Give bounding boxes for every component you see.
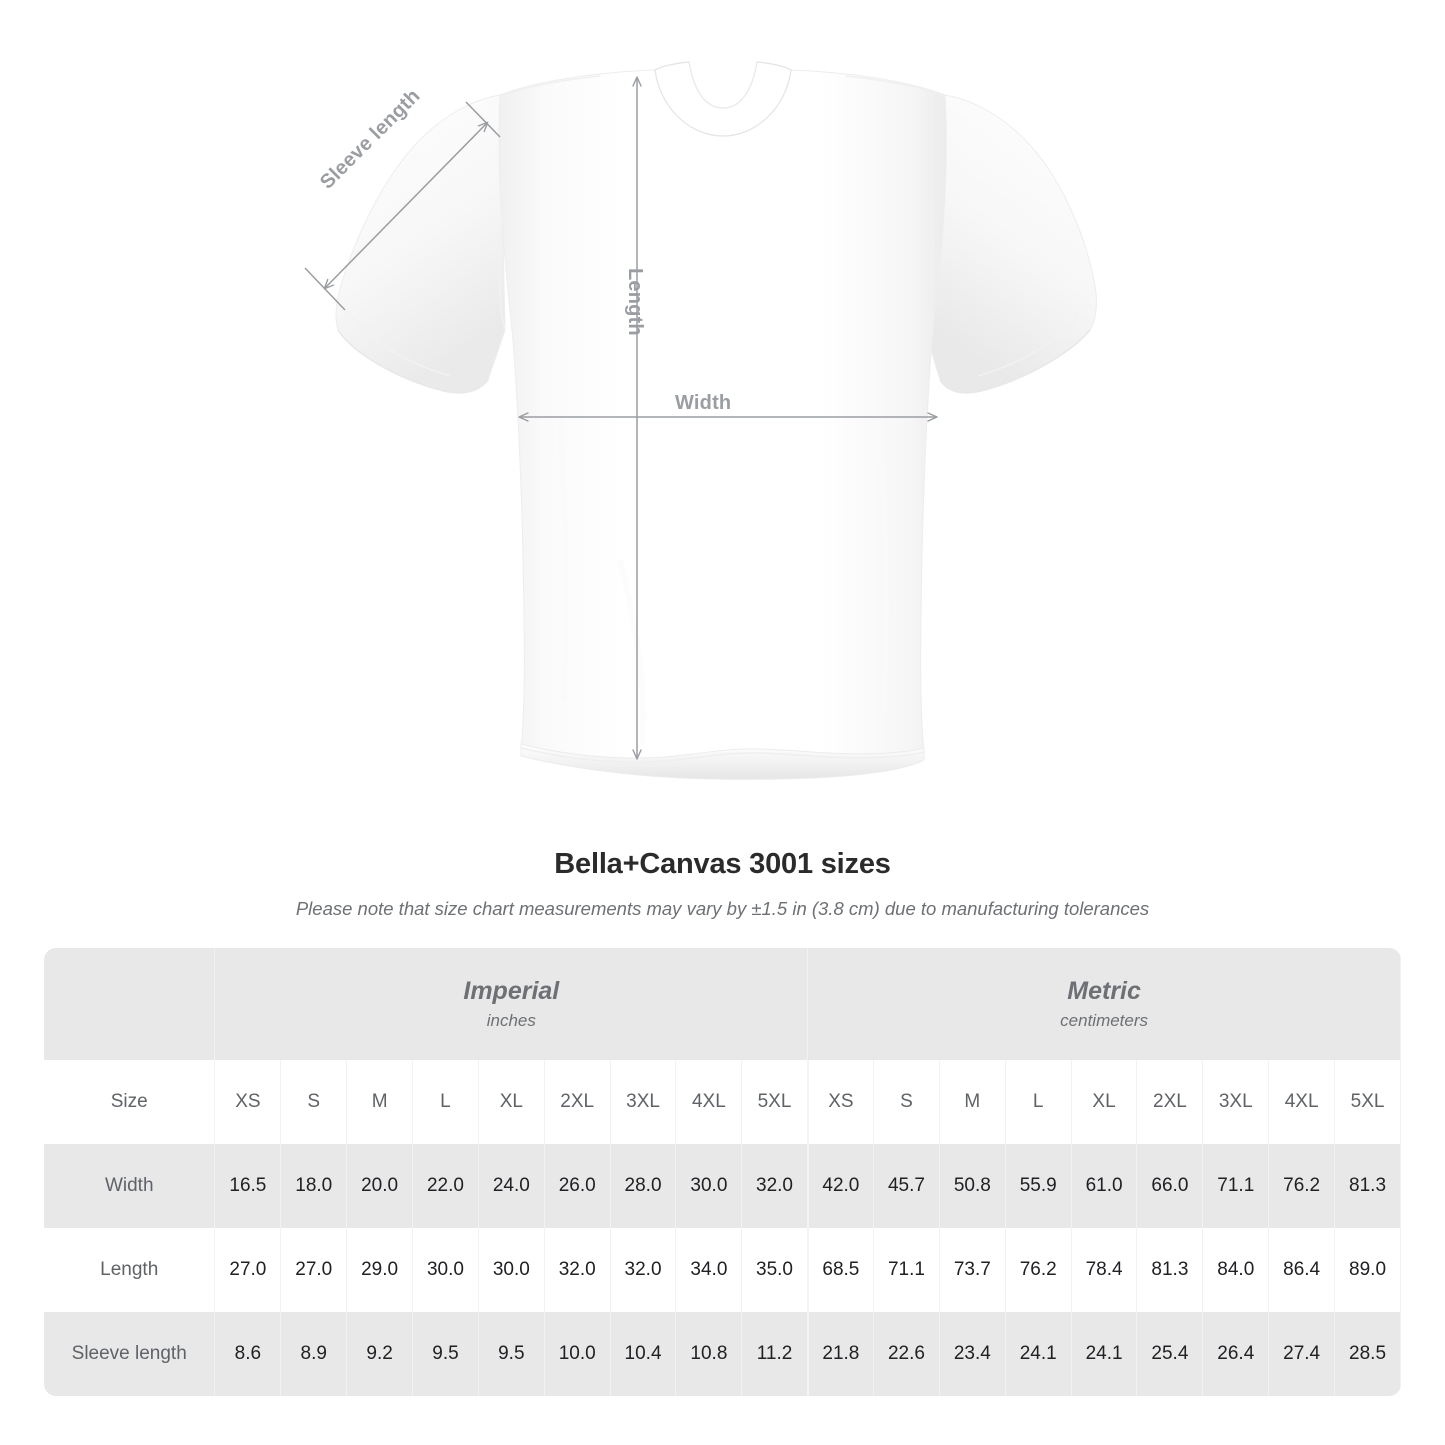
size-table: Imperial inches Metric centimeters Size XS S M L… — [44, 948, 1401, 1396]
cell-sleeve-length-metric-2xl: 25.4 — [1136, 1312, 1204, 1396]
cell-sleeve-length-imperial-xs: 8.6 — [214, 1312, 282, 1396]
unit-system-unit: centimeters — [1060, 1011, 1149, 1031]
tshirt-diagram: Sleeve length Length Width — [304, 61, 1097, 780]
cell-sleeve-length-imperial-m: 9.2 — [346, 1312, 414, 1396]
row-label-length: Length — [44, 1228, 216, 1312]
cell-width-imperial-4xl: 30.0 — [675, 1144, 743, 1228]
cell-sleeve-length-metric-5xl: 28.5 — [1334, 1312, 1401, 1396]
size-header-metric-m: M — [939, 1060, 1006, 1144]
cell-sleeve-length-metric-3xl: 26.4 — [1202, 1312, 1270, 1396]
cell-width-imperial-xl: 24.0 — [478, 1144, 545, 1228]
cell-width-imperial-2xl: 26.0 — [544, 1144, 611, 1228]
tshirt-garment — [335, 61, 1097, 780]
size-table-container: Imperial inches Metric centimeters Size XS S M L… — [44, 948, 1401, 1396]
cell-length-metric-xl: 78.4 — [1071, 1228, 1138, 1312]
cell-width-metric-3xl: 71.1 — [1202, 1144, 1270, 1228]
unit-banner-row: Imperial inches Metric centimeters — [44, 948, 1401, 1060]
row-label-sleeve-length: Sleeve length — [44, 1312, 216, 1396]
length-label: Length — [624, 268, 646, 336]
cell-sleeve-length-imperial-4xl: 10.8 — [675, 1312, 743, 1396]
size-header-metric-xl: XL — [1071, 1060, 1138, 1144]
cell-sleeve-length-metric-l: 24.1 — [1005, 1312, 1072, 1396]
cell-length-imperial-2xl: 32.0 — [544, 1228, 611, 1312]
cell-width-imperial-3xl: 28.0 — [610, 1144, 677, 1228]
cell-sleeve-length-imperial-l: 9.5 — [412, 1312, 479, 1396]
cell-length-metric-2xl: 81.3 — [1136, 1228, 1204, 1312]
cell-length-metric-5xl: 89.0 — [1334, 1228, 1401, 1312]
cell-sleeve-length-imperial-2xl: 10.0 — [544, 1312, 611, 1396]
tolerance-note: Please note that size chart measurements… — [295, 898, 1150, 919]
size-header-metric-l: L — [1005, 1060, 1072, 1144]
cell-sleeve-length-metric-xl: 24.1 — [1071, 1312, 1138, 1396]
size-header-metric-2xl: 2XL — [1136, 1060, 1204, 1144]
size-header-row: Size XS S M L XL 2XL 3XL 4XL 5XL XS S M L XL 2XL 3XL 4XL 5… — [44, 1060, 1401, 1144]
size-header-imperial-3xl: 3XL — [610, 1060, 677, 1144]
cell-width-imperial-5xl: 32.0 — [741, 1144, 809, 1228]
size-header-imperial-xs: XS — [214, 1060, 282, 1144]
cell-length-imperial-s: 27.0 — [280, 1228, 348, 1312]
size-header-imperial-5xl: 5XL — [741, 1060, 809, 1144]
cell-width-metric-2xl: 66.0 — [1136, 1144, 1204, 1228]
cell-sleeve-length-metric-xs: 21.8 — [806, 1312, 875, 1396]
cell-width-metric-m: 50.8 — [939, 1144, 1006, 1228]
size-header-imperial-2xl: 2XL — [544, 1060, 611, 1144]
size-header-metric-3xl: 3XL — [1202, 1060, 1270, 1144]
cell-sleeve-length-metric-m: 23.4 — [939, 1312, 1006, 1396]
row-label-width: Width — [44, 1144, 216, 1228]
unit-system-unit: inches — [486, 1011, 536, 1031]
size-header-metric-4xl: 4XL — [1268, 1060, 1336, 1144]
cell-width-metric-xl: 61.0 — [1071, 1144, 1138, 1228]
cell-width-metric-5xl: 81.3 — [1334, 1144, 1401, 1228]
size-header-imperial-l: L — [412, 1060, 479, 1144]
unit-banner-spacer — [44, 948, 216, 1060]
size-header-imperial-m: M — [346, 1060, 414, 1144]
cell-length-metric-4xl: 86.4 — [1268, 1228, 1336, 1312]
table-row: Length 27.0 27.0 29.0 30.0 30.0 32.0 32.0 34.0 35… — [44, 1228, 1401, 1312]
cell-width-metric-xs: 42.0 — [806, 1144, 875, 1228]
cell-length-imperial-3xl: 32.0 — [610, 1228, 677, 1312]
cell-sleeve-length-imperial-xl: 9.5 — [478, 1312, 545, 1396]
unit-banner-imperial: Imperial inches — [214, 948, 809, 1060]
cell-length-imperial-4xl: 34.0 — [675, 1228, 743, 1312]
size-header-imperial-xl: XL — [478, 1060, 545, 1144]
cell-sleeve-length-imperial-s: 8.9 — [280, 1312, 348, 1396]
size-header-imperial-4xl: 4XL — [675, 1060, 743, 1144]
cell-length-imperial-xl: 30.0 — [478, 1228, 545, 1312]
cell-length-metric-s: 71.1 — [873, 1228, 940, 1312]
cell-length-imperial-l: 30.0 — [412, 1228, 479, 1312]
cell-width-metric-l: 55.9 — [1005, 1144, 1072, 1228]
cell-width-imperial-m: 20.0 — [346, 1144, 414, 1228]
title-block: Bella+Canvas 3001 sizes Please note that… — [0, 848, 1445, 920]
cell-width-imperial-s: 18.0 — [280, 1144, 348, 1228]
cell-width-metric-s: 45.7 — [873, 1144, 940, 1228]
width-label: Width — [675, 392, 732, 414]
unit-system-name: Imperial — [463, 976, 560, 1005]
size-header-metric-5xl: 5XL — [1334, 1060, 1401, 1144]
size-header-imperial-s: S — [280, 1060, 348, 1144]
unit-system-name: Metric — [1067, 976, 1141, 1005]
cell-width-metric-4xl: 76.2 — [1268, 1144, 1336, 1228]
cell-length-metric-xs: 68.5 — [806, 1228, 875, 1312]
cell-sleeve-length-metric-s: 22.6 — [873, 1312, 940, 1396]
cell-length-metric-m: 73.7 — [939, 1228, 1006, 1312]
unit-banner-metric: Metric centimeters — [807, 948, 1401, 1060]
cell-length-imperial-m: 29.0 — [346, 1228, 414, 1312]
cell-sleeve-length-imperial-5xl: 11.2 — [741, 1312, 809, 1396]
cell-length-imperial-5xl: 35.0 — [741, 1228, 809, 1312]
cell-length-imperial-xs: 27.0 — [214, 1228, 282, 1312]
page-title: Bella+Canvas 3001 sizes — [554, 848, 891, 880]
table-row: Width 16.5 18.0 20.0 22.0 24.0 26.0 28.0 30.0 32.… — [44, 1144, 1401, 1228]
size-header-metric-s: S — [873, 1060, 940, 1144]
cell-sleeve-length-metric-4xl: 27.4 — [1268, 1312, 1336, 1396]
size-column-header: Size — [44, 1060, 216, 1144]
measurement-arrows — [304, 76, 938, 760]
table-row: Sleeve length 8.6 8.9 9.2 9.5 9.5 10.0 10.4 10.8… — [44, 1312, 1401, 1396]
cell-sleeve-length-imperial-3xl: 10.4 — [610, 1312, 677, 1396]
cell-width-imperial-xs: 16.5 — [214, 1144, 282, 1228]
size-header-metric-xs: XS — [806, 1060, 875, 1144]
cell-length-metric-l: 76.2 — [1005, 1228, 1072, 1312]
cell-width-imperial-l: 22.0 — [412, 1144, 479, 1228]
cell-length-metric-3xl: 84.0 — [1202, 1228, 1270, 1312]
